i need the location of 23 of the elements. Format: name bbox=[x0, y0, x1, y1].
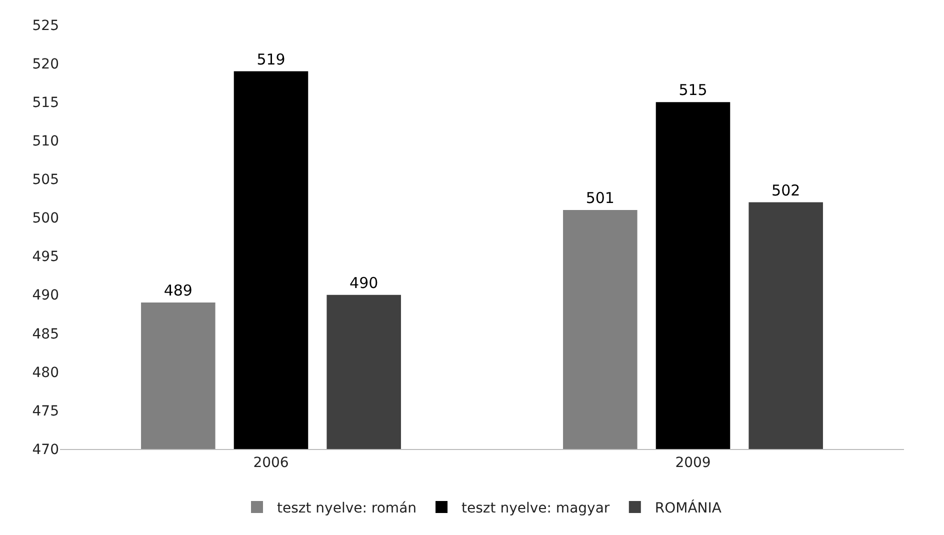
y-tick-label: 495 bbox=[32, 249, 59, 266]
y-tick-label: 485 bbox=[32, 326, 59, 342]
data-label: 502 bbox=[772, 181, 800, 200]
y-tick-label: 490 bbox=[32, 288, 59, 304]
data-label: 515 bbox=[678, 81, 708, 100]
y-tick-label: 520 bbox=[32, 56, 59, 72]
y-tick-label: 510 bbox=[32, 134, 59, 150]
y-tick-label: 480 bbox=[32, 364, 59, 381]
y-tick-label: 515 bbox=[32, 94, 59, 111]
legend-label: ROMÁNIA bbox=[654, 499, 722, 516]
y-tick-label: 475 bbox=[32, 403, 59, 420]
y-tick-label: 500 bbox=[32, 210, 59, 227]
y-tick-label: 505 bbox=[32, 172, 59, 188]
y-tick-label: 525 bbox=[32, 18, 59, 34]
y-tick-label: 470 bbox=[32, 442, 59, 458]
data-label: 489 bbox=[164, 282, 192, 300]
data-label: 490 bbox=[350, 274, 378, 292]
x-tick-label: 2006 bbox=[253, 454, 289, 471]
data-label: 519 bbox=[256, 50, 286, 68]
data-label: 501 bbox=[586, 189, 614, 208]
legend-label: teszt nyelve: román bbox=[277, 500, 417, 516]
legend-label: teszt nyelve: magyar bbox=[462, 500, 610, 516]
x-tick-label: 2009 bbox=[675, 454, 711, 471]
